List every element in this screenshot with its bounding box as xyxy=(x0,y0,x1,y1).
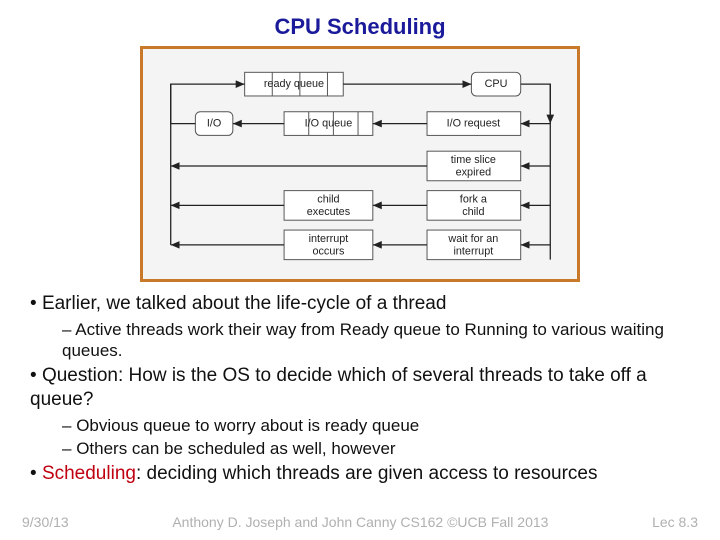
page-title: CPU Scheduling xyxy=(0,0,720,46)
node-fork-1: fork a xyxy=(460,193,488,205)
diagram-frame: ready queue CPU I/O I/O queue I/O reques… xyxy=(140,46,580,282)
node-child-exec-1: child xyxy=(317,193,339,205)
footer-credits: Anthony D. Joseph and John Canny CS162 ©… xyxy=(69,514,652,530)
node-timeslice-2: expired xyxy=(456,167,492,179)
slide-body: Earlier, we talked about the life-cycle … xyxy=(0,292,720,486)
node-io-request: I/O request xyxy=(447,117,501,129)
footer-lecture: Lec 8.3 xyxy=(652,514,698,530)
bullet-3-rest: : deciding which threads are given acces… xyxy=(136,463,598,484)
cpu-scheduling-diagram: ready queue CPU I/O I/O queue I/O reques… xyxy=(151,59,569,269)
bullet-3-term: Scheduling xyxy=(42,463,136,484)
node-io: I/O xyxy=(207,117,221,129)
node-fork-2: child xyxy=(462,206,484,218)
node-child-exec-2: executes xyxy=(307,206,351,218)
node-int-occurs-1: interrupt xyxy=(309,233,349,245)
node-wait-int-1: wait for an xyxy=(447,233,498,245)
node-cpu: CPU xyxy=(485,78,508,90)
node-io-queue: I/O queue xyxy=(305,117,353,129)
node-ready-queue: ready queue xyxy=(264,78,324,90)
node-int-occurs-2: occurs xyxy=(312,246,344,258)
bullet-1: Earlier, we talked about the life-cycle … xyxy=(30,292,690,316)
slide-footer: 9/30/13 Anthony D. Joseph and John Canny… xyxy=(0,514,720,530)
bullet-1a: Active threads work their way from Ready… xyxy=(62,319,690,362)
node-timeslice-1: time slice xyxy=(451,154,496,166)
footer-date: 9/30/13 xyxy=(22,514,69,530)
bullet-3: Scheduling: deciding which threads are g… xyxy=(30,462,690,486)
bullet-2b: Others can be scheduled as well, however xyxy=(62,438,690,459)
node-wait-int-2: interrupt xyxy=(454,246,494,258)
bullet-2a: Obvious queue to worry about is ready qu… xyxy=(62,415,690,436)
bullet-2: Question: How is the OS to decide which … xyxy=(30,364,690,412)
